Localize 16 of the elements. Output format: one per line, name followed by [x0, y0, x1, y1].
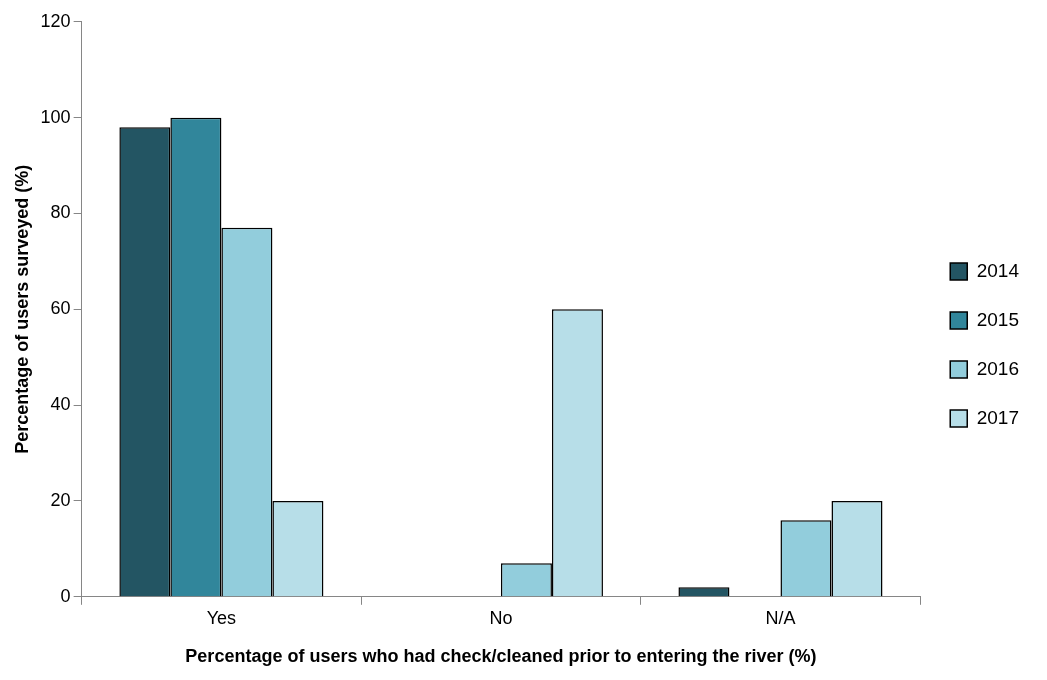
- x-tick-label: N/A: [765, 607, 796, 628]
- y-axis-title: Percentage of users surveyed (%): [11, 164, 32, 454]
- y-tick-label: 0: [60, 585, 71, 606]
- y-tick-label: 80: [50, 202, 71, 223]
- y-tick-label: 100: [40, 106, 71, 127]
- y-tick-label: 60: [50, 298, 71, 319]
- y-tick-label: 120: [40, 10, 71, 31]
- x-tick-label: No: [489, 607, 513, 628]
- x-axis-title: Percentage of users who had check/cleaned prior to entering the river (%): [185, 646, 817, 667]
- legend-label: 2017: [976, 406, 1020, 428]
- legend-label: 2015: [976, 308, 1020, 330]
- y-tick-label: 40: [50, 394, 71, 415]
- y-tick-label: 20: [50, 489, 71, 510]
- x-tick-label: Yes: [206, 607, 237, 628]
- legend-label: 2014: [976, 259, 1020, 281]
- legend-label: 2016: [976, 357, 1020, 379]
